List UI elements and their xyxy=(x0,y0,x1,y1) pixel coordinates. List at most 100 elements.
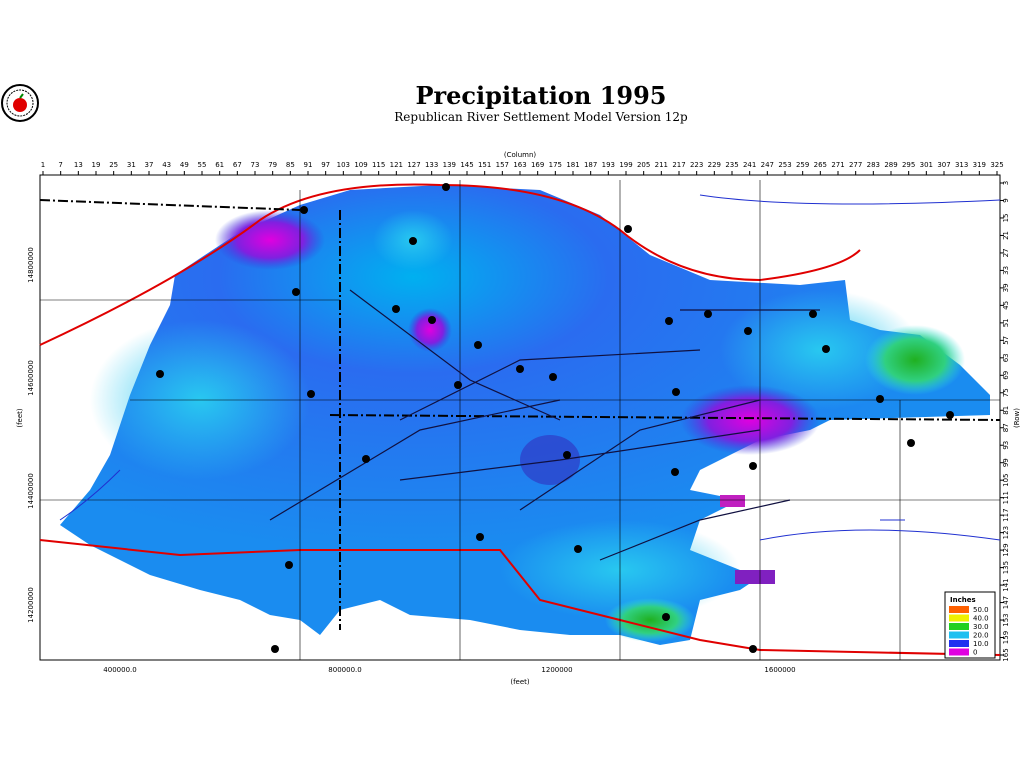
column-tick-label: 115 xyxy=(372,161,385,169)
bottom-axis-label: (feet) xyxy=(510,678,530,686)
row-tick-label: 57 xyxy=(1002,336,1010,345)
column-tick-label: 229 xyxy=(708,161,721,169)
column-tick-label: 43 xyxy=(162,161,171,169)
legend: Inches 50.040.030.020.010.00 xyxy=(944,591,996,659)
row-tick-label: 111 xyxy=(1002,491,1010,504)
column-tick-label: 223 xyxy=(690,161,703,169)
row-tick-label: 27 xyxy=(1002,248,1010,257)
feet-tick-label: 14600000 xyxy=(27,360,35,396)
left-axis-label: (feet) xyxy=(16,408,24,428)
column-tick-label: 121 xyxy=(390,161,403,169)
top-axis-label: (Column) xyxy=(504,151,537,159)
column-tick-label: 163 xyxy=(513,161,526,169)
column-tick-label: 271 xyxy=(831,161,844,169)
column-tick-label: 13 xyxy=(74,161,83,169)
column-tick-label: 217 xyxy=(672,161,685,169)
column-tick-label: 55 xyxy=(198,161,207,169)
feet-tick-label: 400000.0 xyxy=(103,666,136,674)
row-tick-label: 15 xyxy=(1002,214,1010,223)
column-tick-label: 25 xyxy=(109,161,118,169)
column-tick-label: 67 xyxy=(233,161,242,169)
column-tick-label: 211 xyxy=(655,161,668,169)
stations xyxy=(156,183,954,653)
legend-swatch xyxy=(949,623,969,630)
row-tick-label: 33 xyxy=(1002,266,1010,275)
legend-swatch xyxy=(949,648,969,656)
legend-label: 0 xyxy=(973,649,977,657)
column-tick-label: 247 xyxy=(761,161,774,169)
column-tick-label: 61 xyxy=(215,161,224,169)
column-tick-label: 253 xyxy=(778,161,791,169)
row-tick-label: 117 xyxy=(1002,508,1010,521)
column-tick-label: 241 xyxy=(743,161,756,169)
row-tick-label: 123 xyxy=(1002,526,1010,539)
feet-tick-label: 1200000 xyxy=(541,666,572,674)
feet-tick-label: 800000.0 xyxy=(328,666,361,674)
row-tick-label: 39 xyxy=(1002,283,1010,292)
column-tick-label: 259 xyxy=(796,161,809,169)
column-tick-label: 283 xyxy=(867,161,880,169)
legend-swatch xyxy=(949,606,969,613)
legend-label: 30.0 xyxy=(973,623,989,631)
row-tick-label: 165 xyxy=(1002,648,1010,661)
column-tick-label: 325 xyxy=(990,161,1003,169)
row-tick-label: 159 xyxy=(1002,631,1010,644)
row-tick-label: 45 xyxy=(1002,301,1010,310)
column-tick-label: 205 xyxy=(637,161,650,169)
row-tick-label: 9 xyxy=(1002,198,1010,202)
legend-swatch xyxy=(949,640,969,647)
column-tick-label: 199 xyxy=(619,161,632,169)
column-tick-label: 145 xyxy=(460,161,473,169)
legend-label: 10.0 xyxy=(973,640,989,648)
column-tick-label: 79 xyxy=(268,161,277,169)
column-tick-label: 91 xyxy=(304,161,313,169)
column-tick-label: 307 xyxy=(937,161,950,169)
row-tick-label: 3 xyxy=(1002,181,1010,185)
feet-tick-label: 1600000 xyxy=(764,666,795,674)
row-tick-label: 105 xyxy=(1002,473,1010,486)
column-tick-label: 289 xyxy=(884,161,897,169)
logo xyxy=(1,84,39,122)
column-tick-label: 235 xyxy=(725,161,738,169)
column-tick-label: 181 xyxy=(566,161,579,169)
legend-swatch xyxy=(949,631,969,639)
legend-title: Inches xyxy=(950,596,976,604)
column-tick-label: 175 xyxy=(549,161,562,169)
column-tick-label: 37 xyxy=(145,161,154,169)
column-tick-label: 73 xyxy=(251,161,260,169)
column-tick-label: 301 xyxy=(920,161,933,169)
linework xyxy=(39,180,1001,660)
row-tick-label: 21 xyxy=(1002,231,1010,240)
legend-swatch xyxy=(949,614,969,622)
column-tick-label: 193 xyxy=(602,161,615,169)
column-tick-label: 103 xyxy=(337,161,350,169)
row-tick-label: 135 xyxy=(1002,561,1010,574)
column-tick-label: 49 xyxy=(180,161,189,169)
right-axis-label: (Row) xyxy=(1013,408,1021,428)
row-tick-label: 141 xyxy=(1002,578,1010,591)
column-tick-label: 1 xyxy=(41,161,45,169)
column-tick-label: 169 xyxy=(531,161,544,169)
row-tick-label: 147 xyxy=(1002,596,1010,609)
row-tick-label: 63 xyxy=(1002,353,1010,362)
column-tick-label: 109 xyxy=(354,161,367,169)
row-tick-label: 51 xyxy=(1002,318,1010,327)
column-tick-label: 31 xyxy=(127,161,136,169)
column-tick-label: 151 xyxy=(478,161,491,169)
column-tick-label: 187 xyxy=(584,161,597,169)
legend-label: 20.0 xyxy=(973,632,989,640)
subtitle: Republican River Settlement Model Versio… xyxy=(394,110,688,124)
row-tick-label: 93 xyxy=(1002,441,1010,450)
row-tick-label: 99 xyxy=(1002,458,1010,467)
feet-tick-label: 14400000 xyxy=(27,473,35,509)
row-tick-label: 129 xyxy=(1002,543,1010,556)
column-tick-label: 157 xyxy=(496,161,509,169)
legend-label: 50.0 xyxy=(973,606,989,614)
row-tick-label: 81 xyxy=(1002,406,1010,415)
row-tick-label: 87 xyxy=(1002,423,1010,432)
column-tick-label: 7 xyxy=(58,161,62,169)
column-tick-label: 139 xyxy=(443,161,456,169)
column-tick-label: 127 xyxy=(407,161,420,169)
